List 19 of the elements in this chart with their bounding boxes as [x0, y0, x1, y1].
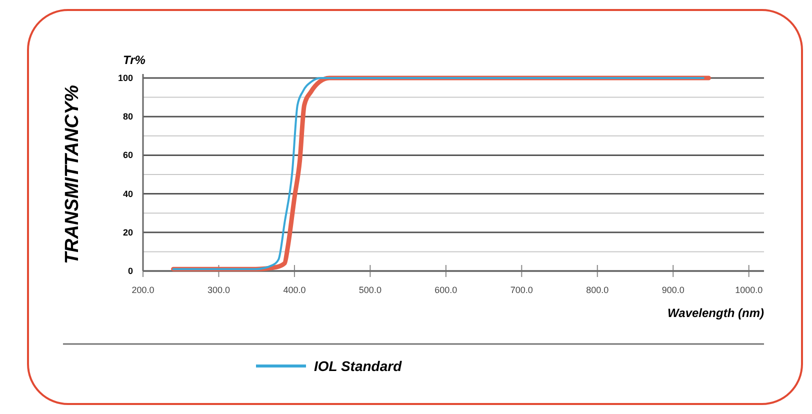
y-tick-label: 0	[128, 266, 133, 276]
x-axis-title: Wavelength (nm)	[668, 306, 764, 320]
y-tick-label: 60	[122, 150, 133, 160]
y-tick-label: 80	[122, 112, 133, 122]
y-tick-label: 40	[122, 188, 133, 199]
x-tick-label: 900.0	[662, 285, 684, 295]
x-tick-label: 800.0	[586, 285, 609, 295]
x-tick-label: 300.0	[207, 285, 230, 295]
y-tick-label: 20	[122, 227, 133, 238]
x-tick-label: 500.0	[358, 285, 382, 295]
x-tick-label: 1000.0	[735, 285, 763, 295]
x-tick-label: 400.0	[283, 285, 306, 295]
y-tick-label: 100	[118, 73, 133, 83]
x-tick-label: 200.0	[132, 285, 154, 295]
x-tick-label: 700.0	[510, 285, 533, 295]
y-axis-title: TRANSMITTANCY%	[62, 84, 83, 264]
text: Tr%	[123, 53, 146, 67]
x-tick-label: 600.0	[434, 285, 458, 295]
legend-label: IOL Standard	[314, 358, 402, 374]
